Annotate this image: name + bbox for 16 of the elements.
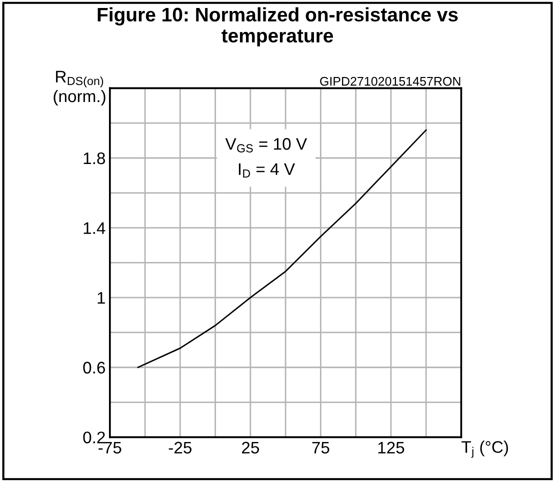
text: V$_{GS}$ = 10 V I$_{D}$ = 4 V	[225, 138, 307, 178]
y-axis-title: R$_{DS(on)}$ (norm.)	[54, 70, 106, 106]
y-tick-label: 1	[98, 292, 105, 304]
chart-title: Figure 10: Normalized on-resistance vs temperature	[98, 7, 458, 46]
x-tick-label: 125	[378, 442, 404, 454]
y-tick-label: 1.8	[84, 152, 105, 164]
text: GIPD271020151457RON	[320, 76, 460, 86]
y-tick-label: 0.2	[83, 432, 105, 444]
x-tick-label: 75	[312, 442, 330, 454]
x-tick-label: -25	[168, 442, 192, 454]
x-tick-label: 25	[242, 442, 259, 454]
line-series	[137, 129, 427, 368]
x-axis-title: T$_{j}$ (°C)	[462, 440, 508, 458]
y-tick-label: 1.4	[84, 222, 106, 234]
x-tick-label: -75	[98, 442, 122, 454]
y-tick-label: 0.6	[83, 362, 105, 374]
